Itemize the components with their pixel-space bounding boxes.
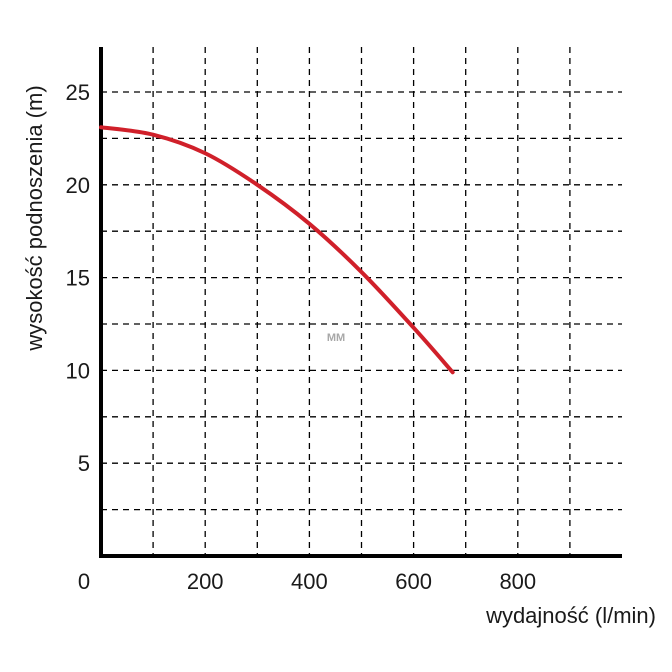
y-tick-label: 5 bbox=[78, 451, 90, 476]
grid-lines bbox=[101, 47, 622, 556]
y-tick-label: 10 bbox=[66, 358, 90, 383]
y-tick-label: 20 bbox=[66, 173, 90, 198]
watermark: MM bbox=[327, 332, 345, 344]
x-tick-label: 600 bbox=[395, 569, 432, 594]
x-tick-label: 0 bbox=[78, 569, 90, 594]
x-tick-label: 200 bbox=[187, 569, 224, 594]
y-tick-label: 15 bbox=[66, 266, 90, 291]
series-layer bbox=[99, 125, 455, 375]
tick-labels: 0 200 400 600 800 5 10 15 20 25 bbox=[66, 80, 537, 594]
y-tick-label: 25 bbox=[66, 80, 90, 105]
series-line bbox=[99, 125, 455, 375]
x-tick-label: 400 bbox=[291, 569, 328, 594]
y-axis-label: wysokość podnoszenia (m) bbox=[22, 85, 47, 351]
x-tick-label: 800 bbox=[499, 569, 536, 594]
x-axis-label: wydajność (l/min) bbox=[485, 603, 656, 628]
axes bbox=[99, 47, 622, 558]
